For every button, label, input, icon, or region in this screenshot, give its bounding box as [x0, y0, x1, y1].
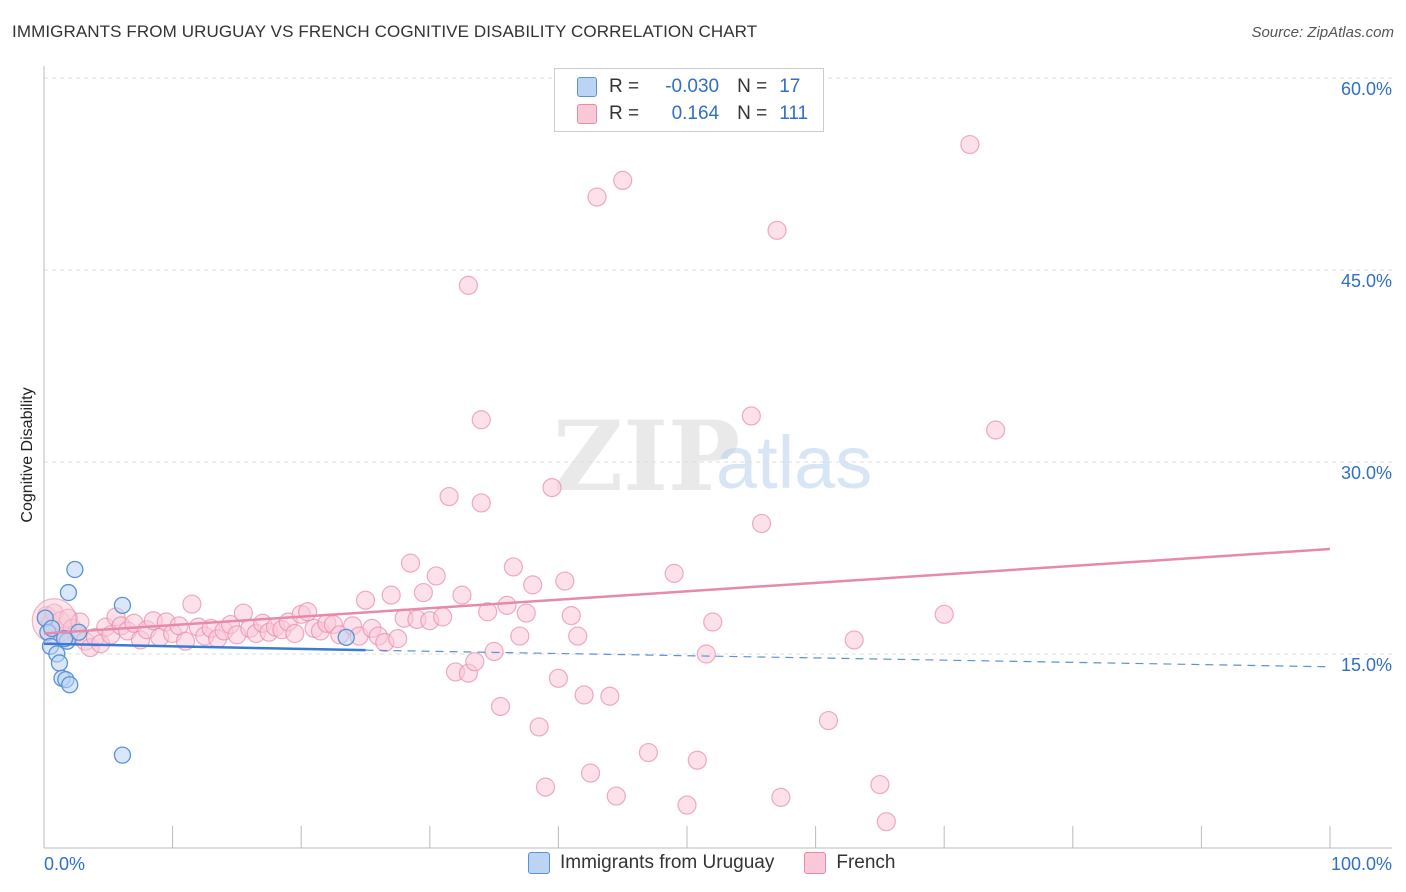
y-tick-label: 30.0% [1341, 463, 1392, 483]
uruguay-r-value: -0.030 [665, 76, 720, 97]
french-point [687, 750, 707, 770]
y-tick-label: 15.0% [1341, 655, 1392, 675]
n-label: N = [737, 103, 768, 124]
french-point [535, 777, 556, 797]
french-point [523, 575, 543, 595]
french-point [960, 134, 980, 155]
uruguay-point [50, 654, 69, 672]
chart-title: IMMIGRANTS FROM URUGUAY VS FRENCH COGNIT… [12, 22, 758, 41]
series-legend: Immigrants from Uruguay French [528, 852, 925, 874]
uruguay-point [66, 560, 84, 579]
french-point [471, 410, 491, 430]
french-point [355, 590, 376, 610]
r-label: R = [609, 76, 640, 97]
french-point [510, 626, 530, 646]
french-point [870, 774, 890, 795]
y-tick-label: 45.0% [1341, 271, 1392, 291]
french-point [751, 513, 772, 534]
french-point [555, 571, 575, 591]
watermark-atlas: atlas [716, 421, 872, 504]
french-legend-swatch [804, 852, 827, 874]
french-point [696, 644, 716, 664]
french-r-value: 0.164 [671, 103, 720, 124]
french-point [613, 170, 633, 190]
french-point [285, 623, 305, 644]
french-swatch [577, 104, 597, 124]
uruguay-legend-label: Immigrants from Uruguay [560, 852, 775, 873]
uruguay-legend-swatch [528, 852, 550, 874]
french-point [587, 187, 607, 207]
french-trendline [43, 547, 1331, 635]
source-label: Source: ZipAtlas.com [1251, 24, 1394, 41]
legend-item-french[interactable]: French [804, 852, 895, 874]
french-point [471, 493, 491, 513]
french-point [606, 786, 626, 806]
uruguay-point [113, 746, 132, 764]
french-n-value: 111 [779, 103, 809, 124]
french-point [529, 717, 549, 737]
watermark-zip: ZIP [553, 400, 740, 513]
legend-item-uruguay[interactable]: Immigrants from Uruguay [528, 852, 774, 874]
uruguay-point [337, 628, 355, 647]
french-point [433, 607, 453, 627]
french-point [741, 406, 761, 426]
french-point [484, 641, 504, 662]
french-point [182, 594, 202, 614]
french-point [439, 486, 459, 507]
french-point [497, 595, 517, 615]
french-point [478, 602, 498, 622]
y-tick-label: 60.0% [1341, 79, 1392, 99]
french-point [638, 742, 659, 763]
french-point [568, 626, 588, 646]
uruguay-trendline [43, 642, 366, 652]
n-label: N = [737, 76, 768, 97]
uruguay-swatch [577, 77, 597, 97]
french-point [458, 275, 478, 295]
correlation-legend: R = -0.030 N = 17 R = 0.164 N = 111 [554, 68, 824, 132]
french-point [664, 563, 684, 583]
uruguay-n-value: 17 [779, 76, 801, 97]
french-point [876, 812, 896, 832]
french-point [516, 603, 536, 623]
french-point [767, 220, 787, 240]
x-tick-label: 100.0% [1331, 854, 1392, 874]
french-point [426, 566, 446, 586]
french-point [400, 553, 421, 573]
french-point [818, 710, 839, 731]
french-point [413, 582, 433, 603]
french-point [677, 795, 697, 815]
french-point [388, 629, 408, 649]
french-point [574, 685, 594, 705]
uruguay-point [55, 629, 74, 648]
french-point [465, 652, 485, 672]
legend-row-french: R = 0.164 N = 111 [577, 102, 808, 126]
french-point [600, 686, 620, 706]
uruguay-trendline-extension [365, 649, 1331, 668]
r-label: R = [609, 103, 640, 124]
french-point [771, 787, 791, 807]
french-point [381, 585, 401, 605]
french-point [561, 605, 581, 626]
french-point [548, 668, 569, 688]
french-point [844, 630, 864, 650]
french-point [452, 585, 472, 605]
french-point [580, 763, 601, 783]
french-point [503, 557, 523, 577]
uruguay-point [61, 676, 79, 694]
french-point [703, 612, 723, 632]
french-legend-label: French [836, 852, 896, 873]
french-point [934, 604, 954, 624]
x-tick-label: 0.0% [44, 854, 85, 874]
legend-row-uruguay: R = -0.030 N = 17 [577, 75, 800, 99]
french-point [542, 478, 562, 498]
uruguay-point [59, 583, 78, 602]
uruguay-point [113, 596, 132, 615]
french-point [986, 420, 1006, 440]
french-point [490, 696, 511, 717]
french-point [298, 602, 318, 622]
